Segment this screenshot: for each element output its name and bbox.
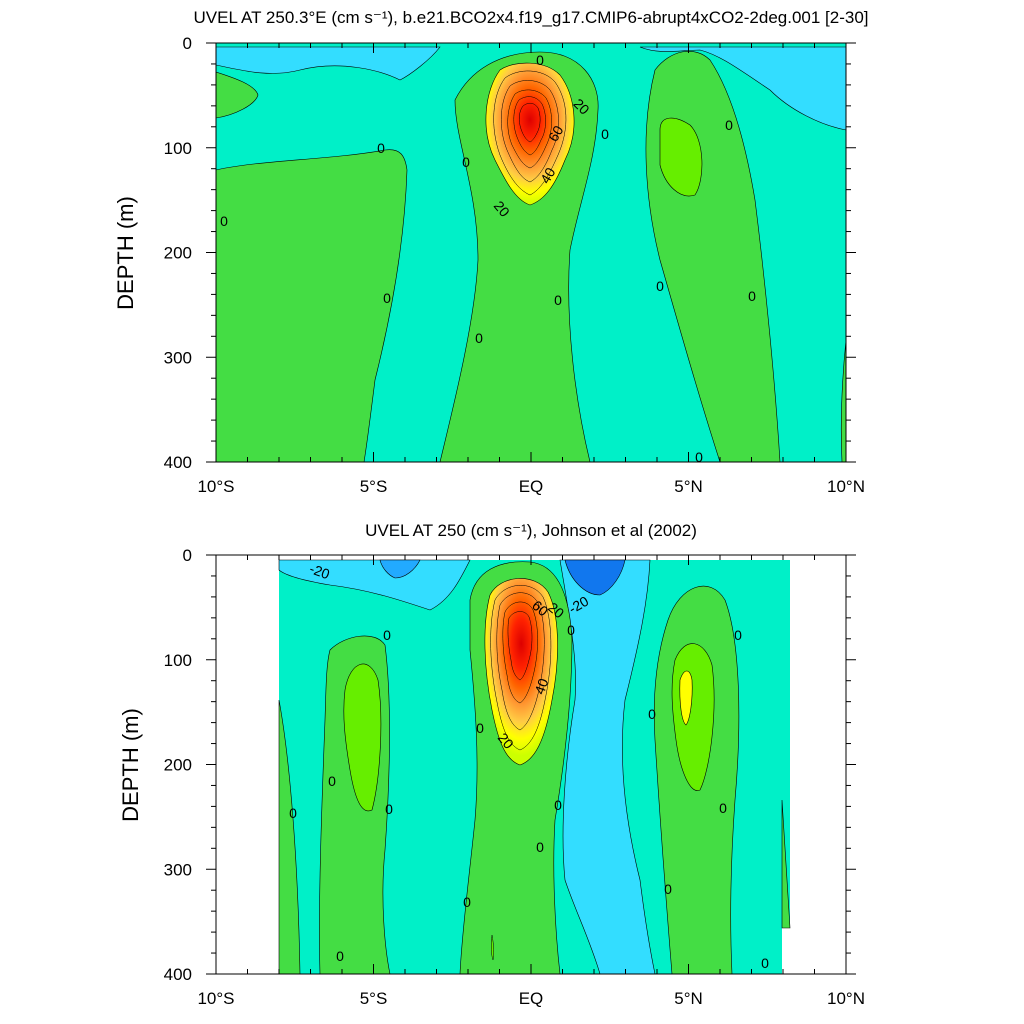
contour-label: 0: [383, 290, 391, 306]
contour-label: 0: [536, 839, 544, 855]
top-y-axis-title: DEPTH (m): [113, 196, 138, 310]
top-core-contours: [493, 70, 567, 196]
contour-label: 0: [761, 955, 769, 971]
top-contour-field: 0 20 60 0 40 20 0 0 0 0 0 0 0 0 0 0: [216, 43, 846, 465]
contour-label: 60: [545, 123, 567, 145]
bottom-east-negative-tongue: [559, 559, 656, 974]
x-tick-label: 5°S: [360, 477, 388, 496]
contour-label: -20: [307, 560, 332, 582]
x-tick-label: EQ: [519, 989, 544, 1008]
contour-label: 0: [719, 800, 727, 816]
bottom-y-axis-title: DEPTH (m): [118, 708, 143, 822]
y-tick-label: 100: [164, 139, 192, 158]
top-panel-title: UVEL AT 250.3°E (cm s⁻¹), b.e21.BCO2x4.f…: [193, 8, 868, 27]
y-tick-label: 400: [164, 453, 192, 472]
y-tick-label: 300: [164, 348, 192, 367]
top-east-blob: [659, 117, 703, 197]
contour-label: 0: [336, 948, 344, 964]
x-tick-label: 5°S: [360, 989, 388, 1008]
top-contour-labels: 0 20 60 0 40 20 0 0 0 0 0 0 0 0 0 0: [220, 52, 756, 465]
contour-label: 0: [567, 622, 575, 638]
y-tick-label: 400: [164, 965, 192, 984]
contour-label: 0: [385, 801, 393, 817]
top-surface-negative: [216, 46, 846, 131]
bottom-small-sliver: [491, 934, 494, 961]
bottom-surface-negative-strong: [379, 559, 421, 579]
top-west-tongue: [216, 149, 408, 462]
x-tick-label: EQ: [519, 477, 544, 496]
y-tick-label: 0: [183, 34, 192, 53]
contour-label: 0: [377, 140, 385, 156]
x-tick-label: 5°N: [674, 477, 703, 496]
bottom-east-yellow: [679, 670, 693, 726]
contour-label: 40: [531, 676, 551, 696]
contour-label: 0: [536, 52, 544, 68]
contour-label: 0: [656, 278, 664, 294]
y-tick-label: 200: [164, 756, 192, 775]
x-tick-label: 5°N: [674, 989, 703, 1008]
bottom-core-contours: [490, 585, 552, 751]
bottom-panel-title: UVEL AT 250 (cm s⁻¹), Johnson et al (200…: [365, 521, 697, 540]
contour-label: 0: [554, 292, 562, 308]
contour-label: 0: [328, 773, 336, 789]
contour-label: 0: [664, 881, 672, 897]
contour-label: 0: [462, 154, 470, 170]
x-tick-label: 10°N: [827, 989, 865, 1008]
contour-label: 0: [383, 627, 391, 643]
contour-label: 0: [648, 706, 656, 722]
contour-label: 0: [748, 288, 756, 304]
bottom-surface-strong-negative: [564, 559, 626, 596]
bottom-west-core: [343, 663, 382, 812]
contour-label: 0: [289, 805, 297, 821]
contour-label: 0: [554, 797, 562, 813]
y-tick-label: 300: [164, 860, 192, 879]
top-panel: UVEL AT 250.3°E (cm s⁻¹), b.e21.BCO2x4.f…: [113, 8, 869, 496]
contour-label: 0: [601, 126, 609, 142]
contour-label: 0: [725, 117, 733, 133]
top-west-surface-positive: [216, 71, 259, 119]
contour-label: 0: [476, 720, 484, 736]
y-tick-label: 200: [164, 244, 192, 263]
contour-label: 0: [695, 449, 703, 465]
bottom-surface-negative: [278, 559, 471, 611]
contour-label: 0: [475, 330, 483, 346]
top-undercurrent-core: [485, 62, 575, 206]
bottom-contour-field: -20 -20 60 20 0 40 20 0 0 0 0 0 0 0 0 0 …: [278, 559, 791, 974]
x-tick-label: 10°S: [197, 477, 234, 496]
bottom-panel: UVEL AT 250 (cm s⁻¹), Johnson et al (200…: [118, 521, 865, 1008]
x-tick-label: 10°N: [827, 477, 865, 496]
y-tick-label: 100: [164, 651, 192, 670]
contour-label: 0: [220, 213, 228, 229]
bottom-missing-corner: [782, 928, 790, 974]
contour-label: 0: [734, 627, 742, 643]
x-tick-label: 10°S: [197, 989, 234, 1008]
contour-label: 40: [537, 165, 559, 187]
contour-label: 0: [463, 894, 471, 910]
bottom-far-east-sliver: [781, 799, 791, 929]
y-tick-label: 0: [183, 546, 192, 565]
bottom-far-west-sliver: [278, 699, 301, 974]
